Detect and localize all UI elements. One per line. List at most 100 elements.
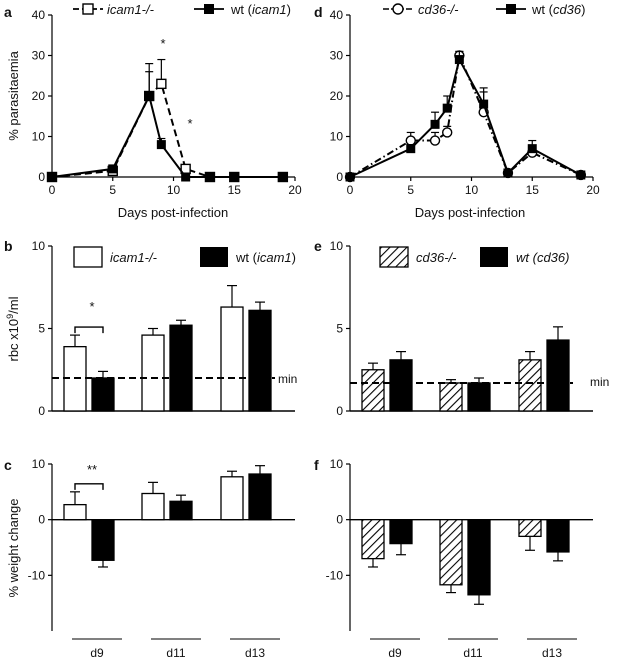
panel-d-series-0-line: [349, 51, 582, 178]
panel-f-bar-d9-series-1: [389, 519, 413, 545]
panel-label-b: b: [4, 238, 13, 254]
panel-f-y-tick-label: 0: [336, 513, 343, 527]
panel-c-y-tick-label: 10: [32, 457, 46, 471]
panel-f-bar-d9-series-0: [361, 519, 385, 560]
legend-a-icam1-ko: icam1-/-: [107, 2, 155, 17]
category-label-f-d13: d13: [542, 646, 562, 660]
panel-a-series-1-point: [205, 172, 215, 182]
panel-a-y-tick-label: 10: [32, 130, 46, 144]
legend-d-cd36-ko: cd36-/-: [418, 2, 459, 17]
panel-a-x-tick-label: 20: [288, 183, 302, 197]
panel-c-y-tick-label: 0: [38, 513, 45, 527]
panel-a-sig-1: *: [160, 36, 165, 51]
panel-e-bar-d11-series-0: [439, 382, 463, 412]
legend-e-cd36-ko: cd36-/-: [416, 250, 457, 265]
panel-a-x-tick-label: 5: [109, 183, 116, 197]
legend-b-icam1-ko: icam1-/-: [110, 250, 158, 265]
panel-b-ylabel-main: rbc x10: [6, 319, 21, 362]
panel-e-bar-d9-series-0: [361, 369, 385, 412]
panel-f-y-tick-label: 10: [330, 457, 344, 471]
panel-a-ylabel: % parasitaemia: [6, 50, 21, 140]
panel-e-bar-d13-series-0: [518, 359, 542, 412]
panel-c-bar-d11-series-0: [141, 492, 165, 521]
panel-a-series-1-point: [47, 172, 57, 182]
panel-e-y-tick-label: 10: [330, 239, 344, 253]
panel-b-min-label: min: [278, 372, 297, 386]
legend-b: icam1-/- wt (icam1): [73, 246, 296, 268]
panel-a-sig-2: *: [187, 116, 192, 131]
panel-d-series-0-point: [442, 127, 453, 138]
panel-f-y-tick-label: -10: [326, 568, 344, 582]
panel-d-y-tick-label: 0: [336, 170, 343, 184]
category-label-c-d9: d9: [90, 646, 104, 660]
panel-f-bar-d13-series-0: [518, 519, 542, 538]
panel-c-ylabel: % weight change: [6, 498, 21, 597]
panel-b-y-tick-label: 0: [38, 404, 45, 418]
panel-d-series-1-point: [527, 144, 537, 154]
panel-e-bar-d13-series-1: [546, 339, 570, 412]
panel-b-y-tick-label: 10: [32, 239, 46, 253]
panel-d-y-tick-label: 10: [330, 130, 344, 144]
legend-d-wt-cd36: wt (cd36): [531, 2, 586, 17]
panel-b-ylabel-tail: /ml: [6, 296, 21, 313]
panel-c-sig: **: [87, 462, 97, 477]
panel-a-xlabel: Days post-infection: [118, 205, 229, 220]
panel-d-x-tick-label: 5: [407, 183, 414, 197]
panel-d-xlabel: Days post-infection: [415, 205, 526, 220]
panel-d-y-tick-label: 30: [330, 49, 344, 63]
panel-b-bar-d11-series-0: [141, 334, 165, 412]
panel-d-series-1-point: [406, 144, 416, 154]
panel-a-y-tick-label: 0: [38, 170, 45, 184]
panel-f-bar-d13-series-1: [546, 519, 570, 553]
panel-a-series-1-point: [278, 172, 288, 182]
panel-d-y-tick-label: 40: [330, 8, 344, 22]
category-label-f-d11: d11: [463, 646, 482, 660]
panel-d-x-tick-label: 10: [465, 183, 479, 197]
panel-d-series-1-point: [454, 55, 464, 65]
panel-c-y-tick-label: -10: [28, 568, 46, 582]
panel-c-bar-d9-series-1: [91, 519, 115, 561]
panel-b-significance-bracket: [74, 326, 104, 334]
category-label-c-d11: d11: [166, 646, 185, 660]
panel-d-x-tick-label: 15: [526, 183, 540, 197]
panel-d-x-tick-label: 20: [586, 183, 600, 197]
panel-b-ylabel: rbc x109/ml: [5, 296, 21, 361]
panel-f-bar-d11-series-1: [467, 519, 491, 596]
panel-c-bar-d11-series-1: [169, 500, 193, 521]
panel-e-bar-d11-series-1: [467, 382, 491, 412]
panel-d-series-1-point: [345, 172, 355, 182]
panel-b-bar-d11-series-1: [169, 324, 193, 412]
panel-d-series-0-point: [429, 135, 441, 146]
category-label-c-d13: d13: [245, 646, 265, 660]
legend-b-wt-icam1: wt (icam1): [235, 250, 296, 265]
panel-f-bar-d11-series-0: [439, 519, 463, 586]
panel-a-series-1-point: [156, 140, 166, 150]
panel-b-bar-d9-series-1: [91, 377, 115, 412]
legend-a-wt-icam1: wt (icam1): [230, 2, 291, 17]
panel-a-series-1-point: [181, 172, 191, 182]
panel-d-series-0-point: [405, 135, 416, 146]
panel-d-x-tick-label: 0: [347, 183, 354, 197]
panel-d-series-1-point: [479, 99, 489, 109]
panel-label-c: c: [4, 457, 12, 473]
panel-d-series-1-point: [430, 119, 440, 129]
panel-a-x-tick-label: 0: [49, 183, 56, 197]
panel-label-f: f: [314, 457, 319, 473]
panel-b-y-tick-label: 5: [38, 322, 45, 336]
panel-a-x-tick-label: 10: [167, 183, 181, 197]
panel-e-y-tick-label: 0: [336, 404, 343, 418]
panel-a-y-tick-label: 40: [32, 8, 46, 22]
panel-b-ylabel-sup: 9: [5, 314, 15, 319]
panel-e-y-tick-label: 5: [336, 322, 343, 336]
panel-b-bar-d13-series-0: [220, 306, 244, 412]
panel-d-series-1-line: [349, 56, 582, 178]
panel-c-bar-d9-series-0: [63, 503, 87, 521]
panel-d-y-tick-label: 20: [330, 89, 344, 103]
panel-d-series-1-point: [442, 103, 452, 113]
panel-c-significance-bracket: [74, 483, 104, 490]
panel-d-series-1-point: [503, 168, 513, 178]
panel-a-series-0-point: [156, 78, 167, 90]
panel-b-bar-d13-series-1: [248, 309, 272, 412]
category-label-f-d9: d9: [388, 646, 402, 660]
